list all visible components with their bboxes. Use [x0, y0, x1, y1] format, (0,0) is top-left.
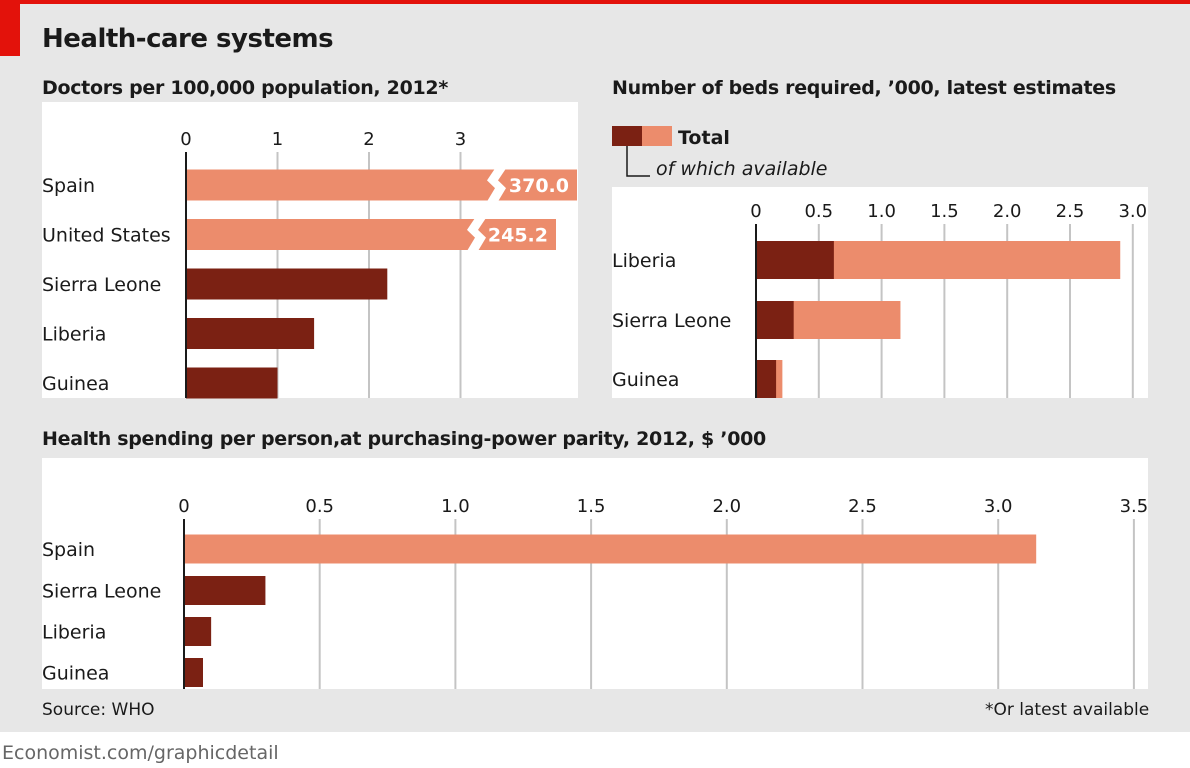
doctors-bar-sierra-leone — [186, 268, 388, 300]
beds-tick-1-0: 1.0 — [867, 201, 896, 222]
doctors-tick-2: 2 — [363, 129, 374, 150]
doctors-tick-1: 1 — [272, 129, 283, 150]
spending-category-liberia: Liberia — [42, 622, 106, 644]
legend-label-total: Total — [678, 127, 730, 149]
spending-tick-0-5: 0.5 — [305, 496, 334, 517]
spending-tick-2-0: 2.0 — [712, 496, 741, 517]
spending-tick-3-5: 3.5 — [1120, 496, 1149, 517]
doctors-bar-liberia — [186, 318, 315, 349]
doctors-axis-break-united-states — [467, 218, 486, 251]
doctors-category-guinea: Guinea — [42, 373, 109, 395]
credit-link[interactable]: Economist.com/graphicdetail — [2, 742, 279, 764]
doctors-category-spain: Spain — [42, 175, 95, 197]
doctors-bar-spain — [186, 169, 577, 201]
doctors-axis-break-spain — [487, 168, 506, 202]
spending-bar-liberia — [184, 617, 212, 646]
doctors-bar-united-states — [186, 219, 556, 250]
spending-tick-1-0: 1.0 — [441, 496, 470, 517]
spending-bar-sierra-leone — [184, 576, 266, 605]
doctors-category-liberia: Liberia — [42, 324, 106, 346]
beds-tick-2-5: 2.5 — [1056, 201, 1085, 222]
legend-connector — [626, 146, 650, 177]
beds-tick-1-5: 1.5 — [930, 201, 959, 222]
doctors-value-label-united-states: 245.2 — [488, 225, 548, 247]
beds-tick-3-0: 3.0 — [1118, 201, 1147, 222]
beds-tick-0: 0 — [750, 201, 761, 222]
doctors-bar-guinea — [186, 367, 278, 399]
spending-bar-spain — [184, 534, 1037, 564]
spending-category-sierra-leone: Sierra Leone — [42, 581, 161, 603]
source-note: Source: WHO — [42, 700, 155, 720]
beds-category-liberia: Liberia — [612, 250, 676, 272]
doctors-chart-title: Doctors per 100,000 population, 2012* — [42, 77, 448, 99]
main-title: Health-care systems — [42, 24, 334, 54]
beds-category-guinea: Guinea — [612, 369, 679, 391]
beds-bar-available-sierra-leone — [756, 301, 794, 339]
beds-bar-available-liberia — [756, 241, 834, 279]
spending-category-spain: Spain — [42, 539, 95, 561]
spending-chart-title: Health spending per person,at purchasing… — [42, 428, 766, 450]
beds-bar-available-guinea — [756, 360, 777, 398]
spending-category-guinea: Guinea — [42, 663, 109, 685]
beds-plot-area — [612, 187, 1148, 398]
spending-bar-guinea — [184, 658, 203, 687]
red-accent-tab — [0, 0, 20, 56]
doctors-tick-3: 3 — [455, 129, 466, 150]
doctors-category-united-states: United States — [42, 225, 171, 247]
beds-category-sierra-leone: Sierra Leone — [612, 310, 731, 332]
beds-chart-title: Number of beds required, ’000, latest es… — [612, 77, 1116, 99]
doctors-category-sierra-leone: Sierra Leone — [42, 274, 161, 296]
spending-tick-0: 0 — [178, 496, 189, 517]
spending-plot-area — [42, 458, 1148, 689]
spending-tick-2-5: 2.5 — [848, 496, 877, 517]
beds-tick-2-0: 2.0 — [993, 201, 1022, 222]
legend-label-available: of which available — [656, 158, 828, 180]
doctors-tick-0: 0 — [180, 129, 191, 150]
top-accent-line — [0, 0, 1190, 4]
spending-tick-3-0: 3.0 — [984, 496, 1013, 517]
legend-swatch-available — [612, 126, 642, 146]
doctors-value-label-spain: 370.0 — [509, 175, 569, 197]
footnote: *Or latest available — [985, 700, 1150, 720]
legend-swatch-total — [642, 126, 672, 146]
beds-tick-0-5: 0.5 — [804, 201, 833, 222]
spending-tick-1-5: 1.5 — [577, 496, 606, 517]
